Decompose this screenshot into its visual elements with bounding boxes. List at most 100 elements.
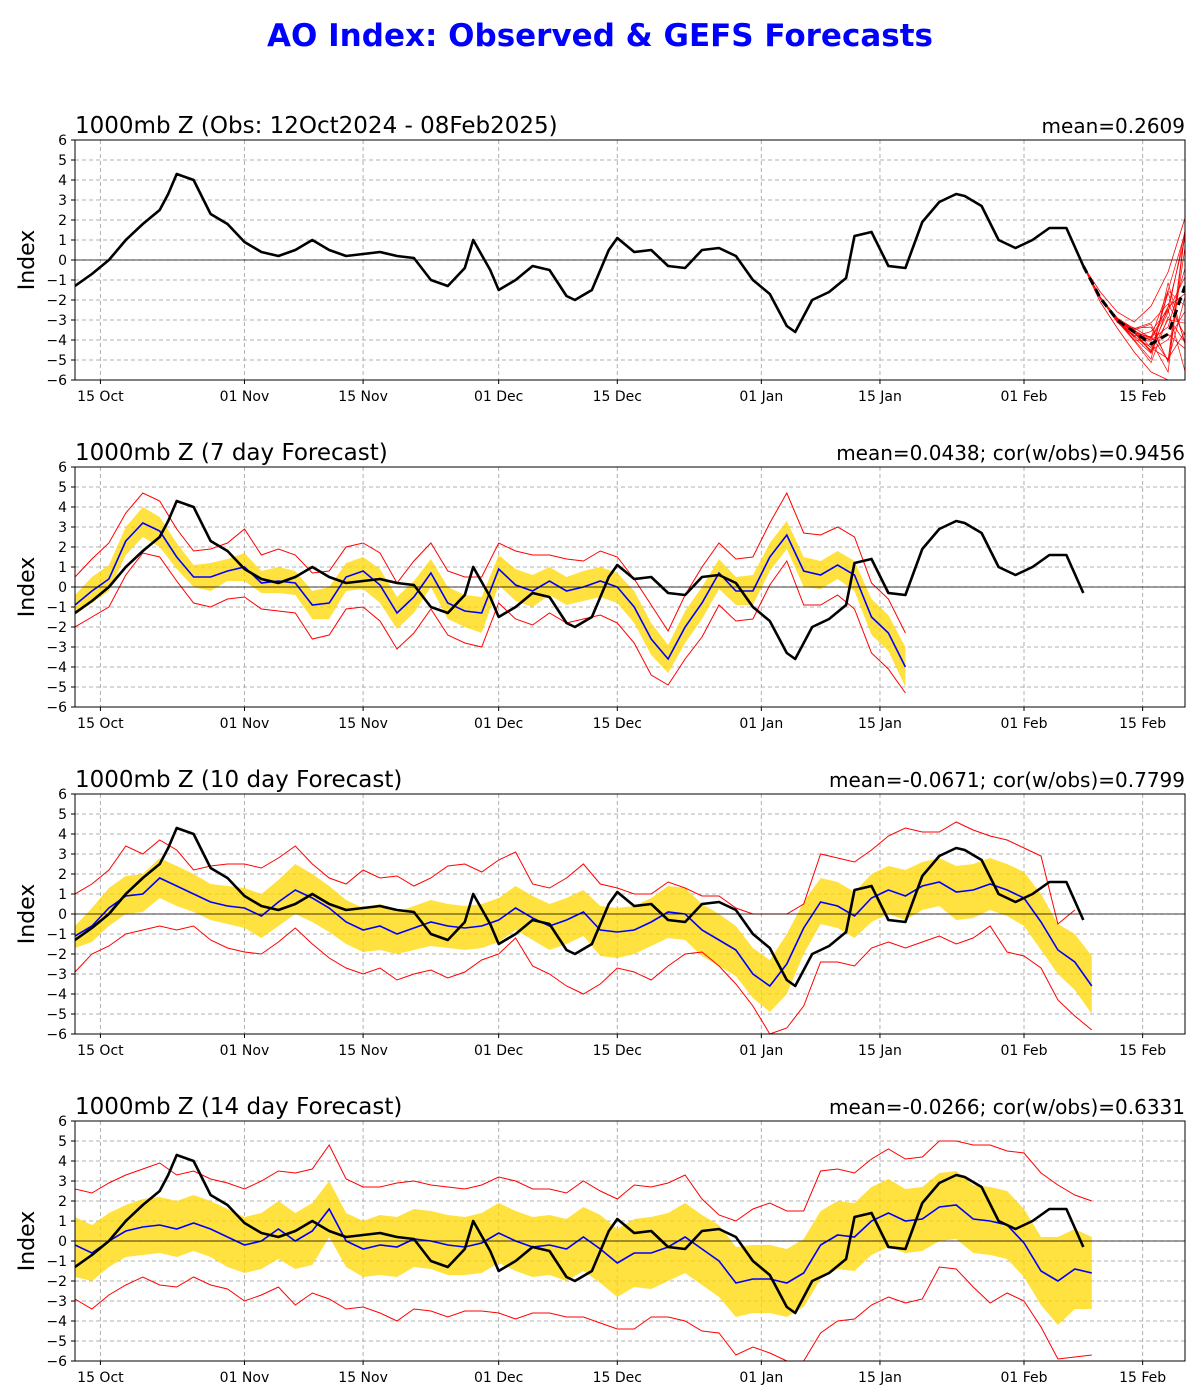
y-tick-label: −2 [46, 947, 67, 963]
ensemble-max-line [1082, 217, 1185, 323]
y-tick-label: 4 [58, 173, 67, 189]
x-tick-label: 01 Feb [1000, 1043, 1047, 1059]
x-tick-label: 01 Jan [739, 389, 783, 405]
panel-1: 1000mb Z (Obs: 12Oct2024 - 08Feb2025) mea… [15, 113, 1186, 405]
panel-3: 1000mb Z (10 day Forecast) mean=-0.0671; … [15, 767, 1186, 1059]
y-tick-label: −4 [46, 660, 67, 676]
y-axis-label: Index [15, 1211, 40, 1272]
y-tick-label: −5 [46, 1007, 67, 1023]
observed-line [75, 499, 1085, 661]
spread-band [75, 1171, 1092, 1325]
y-tick-label: −1 [46, 600, 67, 616]
y-tick-label: −3 [46, 1294, 67, 1310]
y-tick-label: 2 [58, 1194, 67, 1210]
x-tick-label: 01 Feb [1000, 716, 1047, 732]
y-tick-label: −6 [46, 373, 67, 389]
plot-area [75, 794, 1185, 1034]
x-tick-label: 15 Feb [1119, 1043, 1166, 1059]
y-tick-label: 3 [58, 1174, 67, 1190]
x-tick-label: 01 Nov [220, 1370, 270, 1386]
x-tick-label: 01 Jan [739, 716, 783, 732]
panel-stat: mean=0.2609 [1042, 114, 1185, 138]
ensemble-mean-line [75, 522, 907, 668]
y-tick-label: 0 [58, 1234, 67, 1250]
y-tick-label: 3 [58, 193, 67, 209]
y-tick-label: 5 [58, 480, 67, 496]
y-tick-label: 5 [58, 153, 67, 169]
y-tick-label: −3 [46, 313, 67, 329]
y-tick-label: −4 [46, 1314, 67, 1330]
x-tick-label: 15 Oct [77, 716, 124, 732]
y-tick-label: 2 [58, 213, 67, 229]
x-tick-label: 15 Nov [338, 716, 388, 732]
x-tick-label: 15 Jan [858, 389, 902, 405]
x-tick-label: 01 Dec [474, 1043, 523, 1059]
y-tick-label: −6 [46, 1354, 67, 1370]
x-tick-label: 15 Oct [77, 1043, 124, 1059]
x-tick-label: 01 Nov [220, 389, 270, 405]
ensemble-max-line [75, 491, 906, 634]
panel-title: 1000mb Z (7 day Forecast) [75, 440, 388, 466]
ensemble-mean-line [75, 1204, 1092, 1284]
x-tick-label: 15 Feb [1119, 389, 1166, 405]
x-tick-label: 15 Dec [593, 1043, 642, 1059]
main-title: AO Index: Observed & GEFS Forecasts [267, 18, 933, 54]
x-tick-label: 01 Dec [474, 716, 523, 732]
x-tick-label: 15 Nov [338, 389, 388, 405]
x-tick-label: 01 Jan [739, 1370, 783, 1386]
y-tick-label: −3 [46, 967, 67, 983]
x-tick-label: 15 Dec [593, 716, 642, 732]
panel-stat: mean=-0.0671; cor(w/obs)=0.7799 [829, 768, 1185, 792]
y-tick-label: 3 [58, 520, 67, 536]
y-tick-label: −4 [46, 333, 67, 349]
ensemble-max-line [75, 1140, 1092, 1222]
panel-4: 1000mb Z (14 day Forecast) mean=-0.0266; … [15, 1094, 1186, 1386]
y-tick-label: 0 [58, 907, 67, 923]
x-tick-label: 15 Nov [338, 1370, 388, 1386]
x-tick-label: 01 Dec [474, 1370, 523, 1386]
x-tick-label: 01 Nov [220, 716, 270, 732]
x-tick-label: 15 Feb [1119, 1370, 1166, 1386]
x-tick-label: 15 Nov [338, 1043, 388, 1059]
y-tick-label: −2 [46, 293, 67, 309]
ensemble-mean-line [75, 877, 1093, 988]
y-tick-label: 4 [58, 1154, 67, 1170]
observed-line [75, 826, 1085, 988]
ensemble-min-line [75, 925, 1093, 1034]
x-tick-label: 15 Dec [593, 1370, 642, 1386]
y-tick-label: −1 [46, 927, 67, 943]
y-tick-label: 1 [58, 233, 67, 249]
x-tick-label: 01 Jan [739, 1043, 783, 1059]
ensemble-member-line [1082, 265, 1185, 364]
ensemble-member-line [1082, 265, 1185, 353]
y-axis-label: Index [15, 230, 40, 291]
x-tick-label: 01 Dec [474, 389, 523, 405]
y-tick-label: 5 [58, 807, 67, 823]
y-tick-label: −5 [46, 680, 67, 696]
y-tick-label: 0 [58, 253, 67, 269]
y-axis-label: Index [15, 557, 40, 618]
y-tick-label: −5 [46, 353, 67, 369]
y-tick-label: 1 [58, 887, 67, 903]
y-tick-label: −6 [46, 1027, 67, 1043]
ensemble-max-line [75, 821, 1076, 925]
y-tick-label: 1 [58, 1214, 67, 1230]
y-tick-label: 6 [58, 460, 67, 476]
y-tick-label: 4 [58, 827, 67, 843]
x-tick-label: 15 Jan [858, 1370, 902, 1386]
x-tick-label: 01 Feb [1000, 389, 1047, 405]
observed-line [75, 1153, 1085, 1315]
x-tick-label: 01 Nov [220, 1043, 270, 1059]
y-tick-label: 3 [58, 847, 67, 863]
x-tick-label: 15 Jan [858, 1043, 902, 1059]
y-tick-label: 4 [58, 500, 67, 516]
y-tick-label: 0 [58, 580, 67, 596]
spread-band [75, 858, 1092, 1014]
x-tick-label: 15 Oct [77, 389, 124, 405]
y-tick-label: −1 [46, 1254, 67, 1270]
panel-title: 1000mb Z (10 day Forecast) [75, 767, 402, 793]
panel-stat: mean=-0.0266; cor(w/obs)=0.6331 [829, 1095, 1185, 1119]
panel-2: 1000mb Z (7 day Forecast) mean=0.0438; co… [15, 440, 1186, 732]
y-tick-label: −4 [46, 987, 67, 1003]
